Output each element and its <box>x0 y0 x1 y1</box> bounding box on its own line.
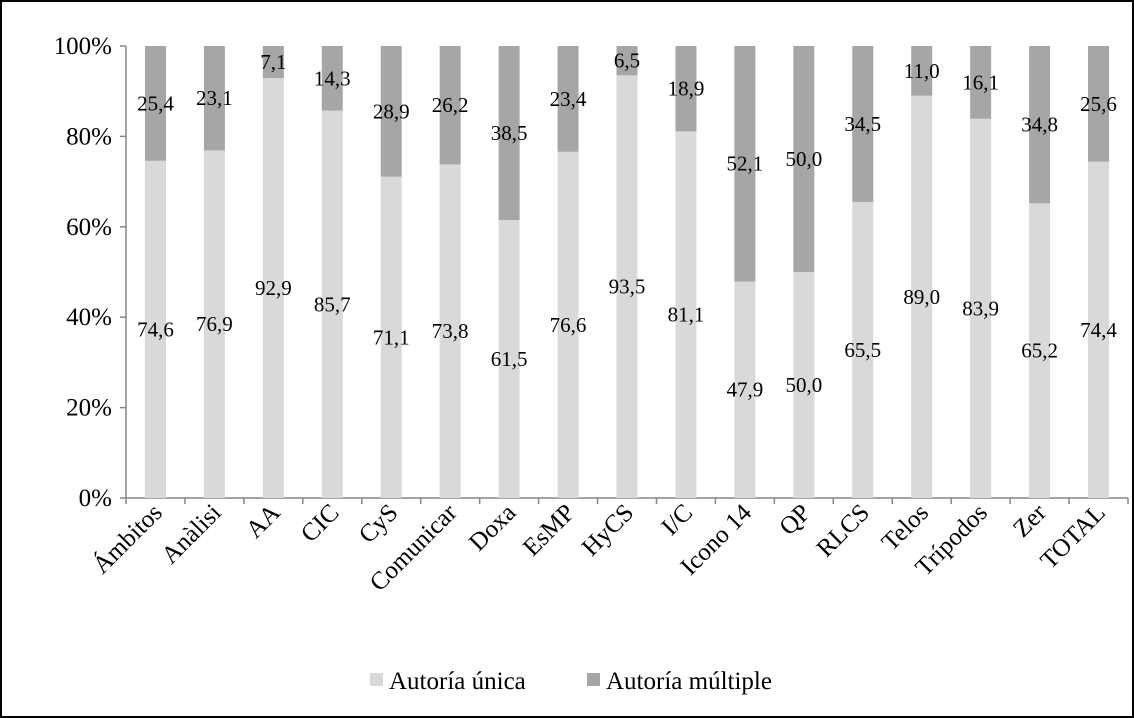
bar-segment-autoria-unica <box>793 272 815 498</box>
bar-segment-autoria-multiple <box>203 46 225 151</box>
legend-item-autoria-unica: Autoría única <box>370 668 526 695</box>
y-tick-label: 0% <box>79 485 112 512</box>
data-label-autoria-unica: 47,9 <box>727 378 764 402</box>
legend-item-autoria-multiple: Autoría múltiple <box>587 668 772 695</box>
x-category-label: RLCS <box>812 499 875 562</box>
bar-segment-autoria-multiple <box>675 46 697 132</box>
data-label-autoria-multiple: 14,3 <box>314 66 351 90</box>
y-tick-label: 100% <box>54 33 112 60</box>
y-tick-label: 80% <box>66 123 112 150</box>
data-label-autoria-unica: 83,9 <box>962 296 999 320</box>
data-label-autoria-unica: 74,6 <box>137 317 174 341</box>
legend-swatch <box>587 673 600 686</box>
bar-segment-autoria-unica <box>498 220 520 498</box>
bar-segment-autoria-unica <box>1088 161 1110 498</box>
bar-segment-autoria-multiple <box>970 46 992 119</box>
data-label-autoria-unica: 89,0 <box>903 285 940 309</box>
data-label-autoria-unica: 76,9 <box>196 312 233 336</box>
data-label-autoria-unica: 85,7 <box>314 292 351 316</box>
data-label-autoria-multiple: 25,4 <box>137 91 174 115</box>
x-category-label: CIC <box>296 499 345 548</box>
bar-segment-autoria-unica <box>380 176 402 499</box>
y-tick-label: 20% <box>66 395 112 422</box>
x-category-label: TOTAL <box>1035 499 1110 574</box>
data-label-autoria-multiple: 26,2 <box>432 93 469 117</box>
x-category-label: Zer <box>1008 499 1052 543</box>
x-category-label: Anàlisi <box>156 499 226 569</box>
data-label-autoria-unica: 61,5 <box>491 347 528 371</box>
data-label-autoria-multiple: 28,9 <box>373 99 410 123</box>
x-category-label: QP <box>774 499 816 541</box>
data-label-autoria-unica: 71,1 <box>373 325 410 349</box>
x-category-label: HyCS <box>577 499 639 561</box>
bar-segment-autoria-unica <box>1029 203 1051 498</box>
bar-segment-autoria-multiple <box>852 46 874 202</box>
data-label-autoria-unica: 65,2 <box>1021 339 1058 363</box>
data-label-autoria-multiple: 6,5 <box>614 49 640 73</box>
bar-segment-autoria-multiple <box>262 46 284 79</box>
bar-segment-autoria-multiple <box>439 46 461 165</box>
bar-segment-autoria-multiple <box>557 46 579 152</box>
data-label-autoria-multiple: 7,1 <box>260 50 286 74</box>
data-label-autoria-multiple: 50,0 <box>785 147 822 171</box>
data-label-autoria-unica: 50,0 <box>785 373 822 397</box>
data-label-autoria-unica: 73,8 <box>432 319 469 343</box>
legend-label: Autoría múltiple <box>606 668 772 695</box>
y-tick-label: 40% <box>66 304 112 331</box>
bar-segment-autoria-unica <box>675 131 697 499</box>
x-category-label: EsMP <box>518 499 580 561</box>
data-label-autoria-multiple: 34,8 <box>1021 113 1058 137</box>
bar-segment-autoria-unica <box>970 118 992 498</box>
bar-segment-autoria-unica <box>262 78 284 498</box>
x-category-label: Doxa <box>464 499 521 556</box>
y-tick-label: 60% <box>66 214 112 241</box>
bar-segment-autoria-multiple <box>144 46 166 161</box>
data-label-autoria-multiple: 52,1 <box>727 152 764 176</box>
x-category-label: I/C <box>656 499 698 541</box>
data-label-autoria-multiple: 34,5 <box>844 112 881 136</box>
bar-segment-autoria-unica <box>203 150 225 499</box>
bar-segment-autoria-unica <box>321 110 343 499</box>
bar-segment-autoria-unica <box>557 151 579 498</box>
data-label-autoria-multiple: 11,0 <box>904 59 940 83</box>
bar-segment-autoria-unica <box>911 95 933 498</box>
data-label-autoria-unica: 65,5 <box>844 338 881 362</box>
bar-segment-autoria-unica <box>439 164 461 498</box>
bar-segment-autoria-unica <box>852 201 874 498</box>
data-label-autoria-unica: 74,4 <box>1080 318 1117 342</box>
legend-swatch <box>370 673 383 686</box>
data-label-autoria-unica: 76,6 <box>550 313 587 337</box>
x-category-label: CyS <box>354 499 404 549</box>
data-label-autoria-multiple: 38,5 <box>491 121 528 145</box>
data-label-autoria-multiple: 25,6 <box>1080 92 1117 116</box>
bar-segment-autoria-multiple <box>321 46 343 111</box>
bar-segment-autoria-multiple <box>1029 46 1051 204</box>
bar-segment-autoria-multiple <box>734 46 756 282</box>
bar-segment-autoria-multiple <box>498 46 520 221</box>
data-label-autoria-multiple: 23,1 <box>196 86 233 110</box>
bar-segment-autoria-multiple <box>1088 46 1110 162</box>
bar-segment-autoria-multiple <box>793 46 815 272</box>
bar-segment-autoria-unica <box>734 281 756 498</box>
data-label-autoria-multiple: 18,9 <box>668 77 705 101</box>
data-label-autoria-unica: 92,9 <box>255 276 292 300</box>
legend-label: Autoría única <box>389 668 526 695</box>
x-category-label: AA <box>241 499 286 544</box>
data-label-autoria-multiple: 23,4 <box>550 87 587 111</box>
bar-segment-autoria-unica <box>616 75 638 498</box>
data-label-autoria-unica: 81,1 <box>668 303 705 327</box>
data-label-autoria-unica: 93,5 <box>609 275 646 299</box>
bar-segment-autoria-multiple <box>380 46 402 177</box>
bar-segment-autoria-multiple <box>911 46 933 96</box>
bar-segment-autoria-unica <box>144 160 166 499</box>
bar-segment-autoria-multiple <box>616 46 638 76</box>
data-label-autoria-multiple: 16,1 <box>962 70 999 94</box>
